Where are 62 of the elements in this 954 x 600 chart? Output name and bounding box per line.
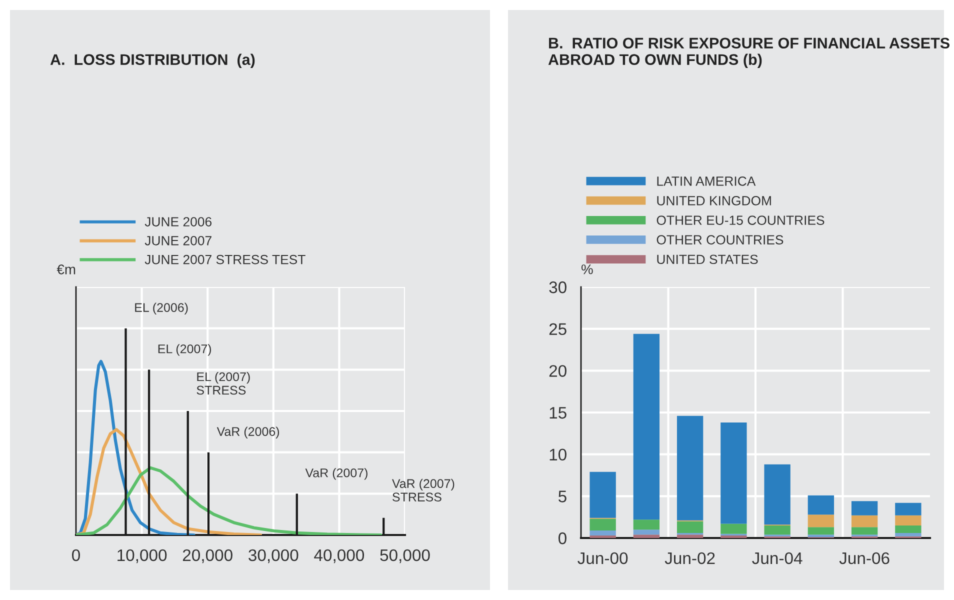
- bar: [808, 534, 834, 538]
- legend-label: LATIN AMERICA: [657, 176, 756, 186]
- x-tick-label: Jun-02: [664, 552, 715, 564]
- legend-label: JUNE 2007 STRESS TEST: [144, 254, 306, 264]
- annotation: VaR (2007): [305, 468, 368, 480]
- bar: [851, 527, 878, 535]
- chart-title: B. RATIO OF RISK EXPOSURE OF FINANCIAL ASSETS ABROAD TO OWN FUNDS (b): [548, 38, 950, 68]
- annotation: VaR (2007) STRESS: [392, 478, 454, 502]
- bar: [633, 530, 660, 535]
- bar: [720, 535, 747, 538]
- bar: [633, 334, 660, 520]
- bar: [895, 525, 922, 533]
- chart-title: A. LOSS DISTRIBUTION (a): [50, 54, 255, 68]
- bar: [633, 534, 660, 538]
- bar: [590, 535, 616, 538]
- bar: [590, 472, 616, 518]
- legend-label: JUNE 2006: [144, 217, 212, 226]
- annotation: EL (2007): [158, 344, 212, 356]
- x-tick-label: 10,000: [118, 549, 167, 564]
- y-tick-label: 10: [550, 448, 566, 461]
- y-tick-label: 15: [550, 407, 566, 419]
- bar: [590, 518, 616, 530]
- x-tick-label: 40,000: [314, 549, 364, 564]
- y-axis-title: %: [581, 264, 593, 274]
- bar: [633, 520, 660, 530]
- bar: [720, 524, 747, 534]
- x-tick-label: 20,000: [182, 549, 232, 564]
- bar: [590, 530, 616, 536]
- legend-label: OTHER COUNTRIES: [656, 235, 784, 244]
- y-tick-label: 5: [558, 490, 566, 502]
- x-tick-label: 30,000: [248, 549, 298, 564]
- legend-label: OTHER EU-15 COUNTRIES: [656, 216, 824, 225]
- annotation: EL (2007) STRESS: [196, 372, 250, 395]
- bar: [676, 534, 704, 538]
- bar: [808, 495, 834, 515]
- bar: [764, 464, 790, 525]
- bar: [676, 521, 704, 533]
- legend-label: UNITED STATES: [657, 254, 758, 264]
- bar: [764, 525, 790, 535]
- x-tick-label: 50,000: [380, 549, 430, 564]
- y-tick-label: 20: [549, 365, 566, 377]
- legend-label: UNITED KINGDOM: [657, 196, 771, 206]
- x-tick-label: Jun-04: [752, 552, 802, 564]
- legend-label: JUNE 2007: [144, 236, 212, 246]
- x-tick-label: Jun-00: [578, 552, 628, 564]
- y-axis-title: €m: [56, 264, 76, 274]
- bar: [851, 515, 878, 528]
- bar: [895, 532, 922, 536]
- y-tick-label: 0: [558, 532, 566, 544]
- bar: [808, 527, 834, 535]
- annotation: VaR (2006): [216, 426, 280, 438]
- x-tick-label: Jun-06: [839, 552, 890, 564]
- annotation: EL (2006): [135, 302, 188, 314]
- bar: [851, 501, 878, 516]
- bar: [720, 422, 747, 524]
- bar: [808, 514, 834, 528]
- x-tick-label: 0: [72, 549, 80, 562]
- bar: [895, 502, 922, 516]
- y-tick-label: 30: [549, 281, 566, 294]
- bar: [895, 515, 922, 526]
- y-tick-label: 25: [549, 323, 566, 336]
- bar: [676, 416, 704, 520]
